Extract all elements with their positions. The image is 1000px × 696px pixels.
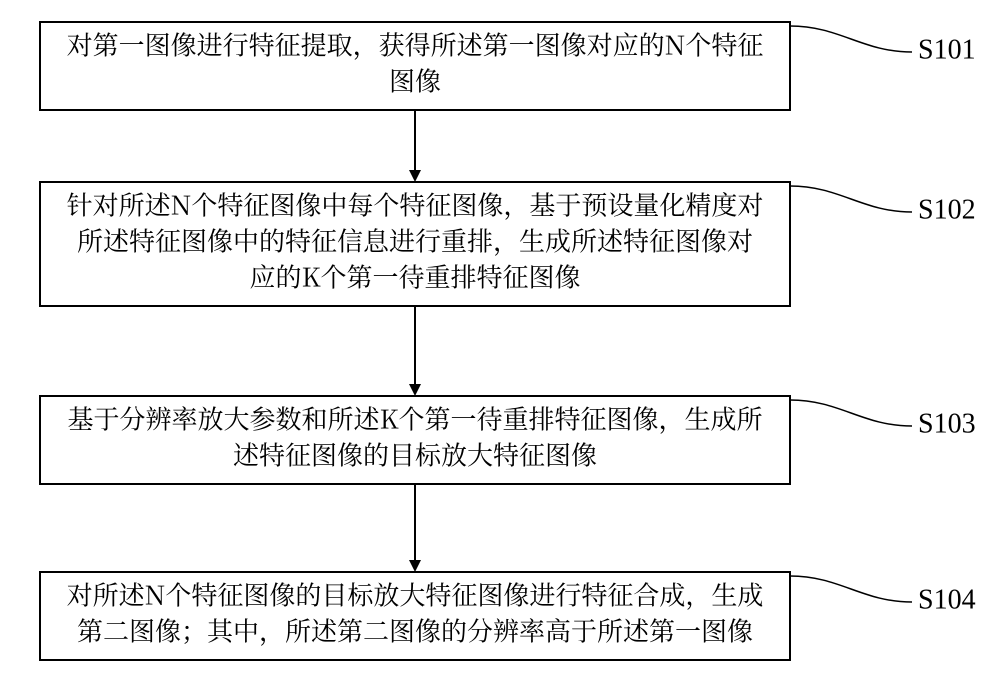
label-connector (790, 26, 912, 52)
step-text-line: 所述特征图像中的特征信息进行重排，生成所述特征图像对 (77, 222, 753, 259)
step-label: S103 (918, 408, 976, 439)
step-text-line: 对第一图像进行特征提取，获得所述第一图像对应的N个特征 (67, 26, 764, 63)
step-text-line: 对所述N个特征图像的目标放大特征图像进行特征合成，生成 (67, 576, 764, 613)
step-label: S101 (918, 34, 976, 65)
step-text-line: 述特征图像的目标放大特征图像 (233, 436, 597, 473)
label-connector (790, 186, 912, 212)
step-text-line: 图像 (389, 62, 441, 99)
label-connector (790, 400, 912, 426)
label-connector (790, 576, 912, 602)
step-label: S102 (918, 194, 976, 225)
flow-step-s101: 对第一图像进行特征提取，获得所述第一图像对应的N个特征图像 S101 (40, 22, 976, 110)
flow-step-s102: 针对所述N个特征图像中每个特征图像，基于预设量化精度对所述特征图像中的特征信息进… (40, 182, 976, 306)
flow-step-s104: 对所述N个特征图像的目标放大特征图像进行特征合成，生成第二图像；其中，所述第二图… (40, 572, 976, 660)
step-text-line: 第二图像；其中，所述第二图像的分辨率高于所述第一图像 (77, 612, 753, 649)
step-label: S104 (918, 584, 976, 615)
flow-step-s103: 基于分辨率放大参数和所述K个第一待重排特征图像，生成所述特征图像的目标放大特征图… (40, 396, 976, 484)
step-text-line: 基于分辨率放大参数和所述K个第一待重排特征图像，生成所 (67, 400, 762, 437)
step-text-line: 针对所述N个特征图像中每个特征图像，基于预设量化精度对 (67, 186, 764, 223)
step-text-line: 应的K个第一待重排特征图像 (249, 258, 580, 295)
